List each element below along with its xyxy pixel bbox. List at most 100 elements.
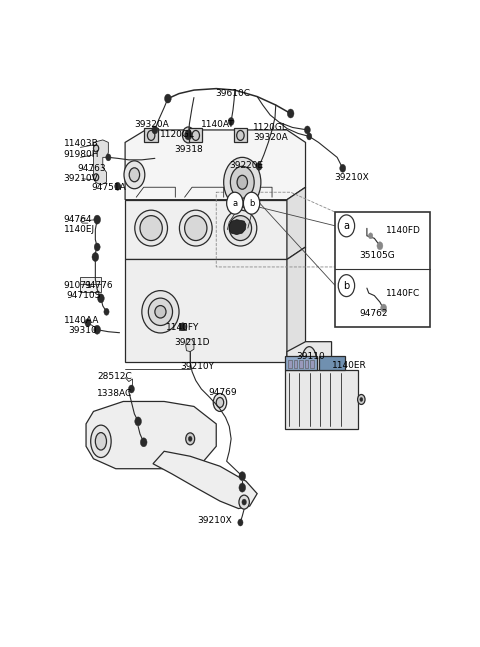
- Bar: [319, 356, 345, 370]
- Bar: [305, 360, 309, 367]
- Text: 91071: 91071: [64, 281, 93, 291]
- Ellipse shape: [140, 215, 162, 241]
- Text: a: a: [344, 221, 349, 231]
- Circle shape: [304, 126, 311, 134]
- Ellipse shape: [185, 215, 207, 241]
- Ellipse shape: [229, 215, 252, 241]
- Circle shape: [104, 309, 109, 315]
- Text: 94776: 94776: [84, 281, 113, 291]
- Text: 1140ER: 1140ER: [332, 361, 366, 370]
- Circle shape: [185, 130, 192, 140]
- Bar: [285, 370, 358, 429]
- Polygon shape: [125, 130, 305, 200]
- Polygon shape: [94, 140, 108, 185]
- Circle shape: [237, 131, 244, 140]
- Circle shape: [227, 192, 243, 214]
- Circle shape: [182, 127, 194, 143]
- Text: 35105G: 35105G: [360, 251, 395, 260]
- Text: 94769: 94769: [209, 388, 238, 397]
- Bar: [189, 129, 203, 142]
- Ellipse shape: [148, 298, 172, 325]
- Polygon shape: [229, 219, 246, 235]
- Text: 1140FY: 1140FY: [166, 324, 199, 332]
- Polygon shape: [287, 247, 305, 362]
- Circle shape: [243, 192, 260, 214]
- Text: 39210Y: 39210Y: [180, 362, 214, 371]
- Circle shape: [377, 242, 383, 250]
- Circle shape: [92, 252, 99, 261]
- Text: b: b: [343, 281, 349, 291]
- Circle shape: [224, 157, 261, 207]
- Text: 1140AT: 1140AT: [202, 120, 235, 129]
- Circle shape: [238, 519, 243, 526]
- Polygon shape: [186, 339, 194, 352]
- Circle shape: [129, 385, 134, 393]
- Ellipse shape: [300, 382, 311, 401]
- Text: b: b: [249, 199, 254, 208]
- Polygon shape: [153, 452, 257, 509]
- Bar: [335, 212, 430, 327]
- Text: 94764: 94764: [64, 215, 92, 224]
- Text: 1120GL: 1120GL: [160, 130, 195, 139]
- Circle shape: [237, 175, 248, 189]
- Circle shape: [381, 304, 386, 312]
- Circle shape: [239, 495, 249, 509]
- Circle shape: [165, 94, 171, 103]
- Text: 39310: 39310: [68, 326, 97, 335]
- Bar: [311, 360, 314, 367]
- Bar: [294, 360, 297, 367]
- Text: 39211D: 39211D: [175, 338, 210, 347]
- Bar: [144, 129, 158, 142]
- Bar: [285, 356, 317, 370]
- Circle shape: [239, 483, 246, 492]
- Circle shape: [152, 126, 158, 134]
- Circle shape: [242, 499, 246, 505]
- Circle shape: [368, 233, 373, 239]
- Circle shape: [192, 131, 200, 140]
- Ellipse shape: [224, 210, 257, 246]
- Bar: [288, 360, 292, 367]
- Bar: [299, 360, 303, 367]
- Bar: [81, 277, 101, 292]
- Circle shape: [256, 162, 262, 170]
- Polygon shape: [86, 401, 216, 468]
- Circle shape: [135, 417, 142, 426]
- Text: 94763: 94763: [78, 164, 107, 173]
- Circle shape: [338, 215, 355, 237]
- Text: a: a: [232, 199, 238, 208]
- Text: 94762: 94762: [360, 309, 388, 318]
- Text: 1338AC: 1338AC: [97, 389, 132, 399]
- Ellipse shape: [316, 379, 325, 394]
- Circle shape: [188, 436, 192, 441]
- Ellipse shape: [302, 347, 317, 377]
- Ellipse shape: [142, 291, 179, 333]
- Text: 39220E: 39220E: [229, 161, 264, 170]
- Circle shape: [358, 395, 365, 404]
- Circle shape: [94, 215, 100, 224]
- Circle shape: [340, 164, 346, 172]
- Text: 39320A: 39320A: [253, 133, 288, 142]
- Ellipse shape: [180, 210, 212, 246]
- Circle shape: [239, 472, 246, 481]
- Circle shape: [106, 154, 111, 161]
- Circle shape: [147, 131, 155, 140]
- Polygon shape: [125, 200, 287, 259]
- Circle shape: [97, 294, 104, 303]
- Polygon shape: [287, 187, 305, 259]
- Ellipse shape: [155, 305, 166, 318]
- Circle shape: [94, 145, 99, 152]
- Text: 28512C: 28512C: [97, 372, 132, 381]
- Text: 1120GL: 1120GL: [253, 123, 288, 132]
- Text: 11403B: 11403B: [64, 139, 98, 148]
- Circle shape: [140, 438, 147, 447]
- Polygon shape: [287, 342, 332, 411]
- Circle shape: [94, 325, 100, 334]
- Text: 91980H: 91980H: [64, 150, 99, 159]
- Circle shape: [213, 393, 227, 411]
- Circle shape: [307, 133, 312, 140]
- Circle shape: [216, 397, 224, 408]
- Text: 1140EJ: 1140EJ: [64, 225, 95, 234]
- Text: 39210X: 39210X: [197, 516, 232, 525]
- Ellipse shape: [135, 210, 168, 246]
- Ellipse shape: [91, 425, 111, 457]
